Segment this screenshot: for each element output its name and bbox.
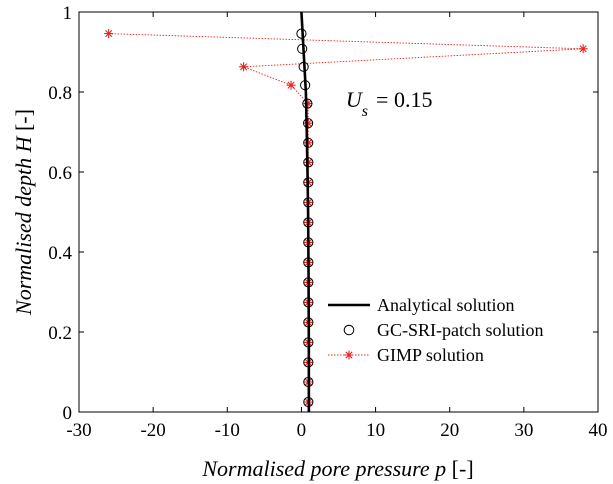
gc-sri-circle-marker <box>303 237 314 248</box>
legend: Analytical solution GC-SRI-patch solution… <box>328 295 544 365</box>
annotation-value: = 0.15 <box>376 87 432 112</box>
y-tick-label: 0.8 <box>48 83 72 104</box>
annotation-subscript: s <box>362 103 368 120</box>
gc-sri-circle-marker <box>303 376 314 388</box>
gc-sri-circle-marker <box>303 257 314 268</box>
gc-sri-circle-marker <box>296 28 307 39</box>
gimp-star-marker <box>104 29 114 39</box>
annotation-symbol: Us = 0.15 <box>346 87 433 120</box>
gc-sri-circle-marker <box>303 337 314 348</box>
x-tick-label: 0 <box>297 420 307 441</box>
gimp-star-marker <box>303 138 313 148</box>
y-tick-label: 1 <box>63 3 73 24</box>
legend-label: GIMP solution <box>377 345 484 365</box>
gimp-star-marker <box>303 99 313 109</box>
axes-layer: -30 -20 -10 0 10 20 30 40 0 0.2 0.4 0.6 0.8 1 <box>48 3 607 441</box>
gc-sri-circle-marker <box>303 157 314 168</box>
gc-sri-circle-marker <box>303 357 314 368</box>
x-axis-title-main: Normalised pore pressure p <box>201 456 446 481</box>
gc-sri-circle-marker <box>303 317 314 328</box>
x-tick-label: 30 <box>514 420 533 441</box>
gimp-star-marker <box>578 44 588 54</box>
x-axis-title-unit: [-] <box>446 456 473 481</box>
y-axis-title-unit: [-] <box>11 109 36 136</box>
x-axis-title: Normalised pore pressure p [-] <box>201 456 473 481</box>
gimp-star-marker <box>303 118 313 128</box>
legend-swatch-gimp-star <box>344 350 354 360</box>
gc-sri-circle-marker <box>303 118 314 129</box>
gc-sri-circle-marker <box>303 396 314 408</box>
y-tick-label: 0.4 <box>48 243 72 264</box>
gc-sri-circle-marker <box>303 217 314 228</box>
annotation-u: U <box>346 87 364 112</box>
gimp-star-marker <box>239 62 249 72</box>
x-tick-label: -10 <box>215 420 240 441</box>
y-axis-title: Normalised depth H [-] <box>11 109 36 316</box>
x-tick-label: 40 <box>589 420 608 441</box>
gc-sri-circle-marker <box>298 61 309 72</box>
gc-sri-circle-marker <box>300 80 311 91</box>
y-tick-label: 0.6 <box>48 163 72 184</box>
gimp-star-marker <box>286 80 296 90</box>
plot-frame <box>78 11 599 413</box>
x-tick-label: 20 <box>440 420 459 441</box>
analytical-solution-line <box>300 11 311 412</box>
plot-area <box>79 12 598 412</box>
gc-sri-circle-marker <box>302 98 313 109</box>
y-axis-title-main: Normalised depth H <box>11 135 36 316</box>
y-tick-label: 0.2 <box>48 323 72 344</box>
gc-sri-circle-marker <box>303 297 314 308</box>
legend-label: GC-SRI-patch solution <box>377 320 544 340</box>
y-tick-label: 0 <box>63 403 73 424</box>
gc-sri-circle-marker <box>303 277 314 288</box>
series-layer <box>104 11 588 412</box>
gc-sri-circle-marker <box>303 177 314 188</box>
gc-sri-circle-marker <box>297 43 308 54</box>
gc-sri-circle-marker <box>303 197 314 208</box>
gc-sri-circle-marker <box>303 137 314 148</box>
x-tick-label: 10 <box>366 420 385 441</box>
legend-label: Analytical solution <box>377 295 514 315</box>
legend-swatch-gc-sri <box>343 324 355 336</box>
x-tick-label: -30 <box>66 420 91 441</box>
x-tick-label: -20 <box>140 420 165 441</box>
